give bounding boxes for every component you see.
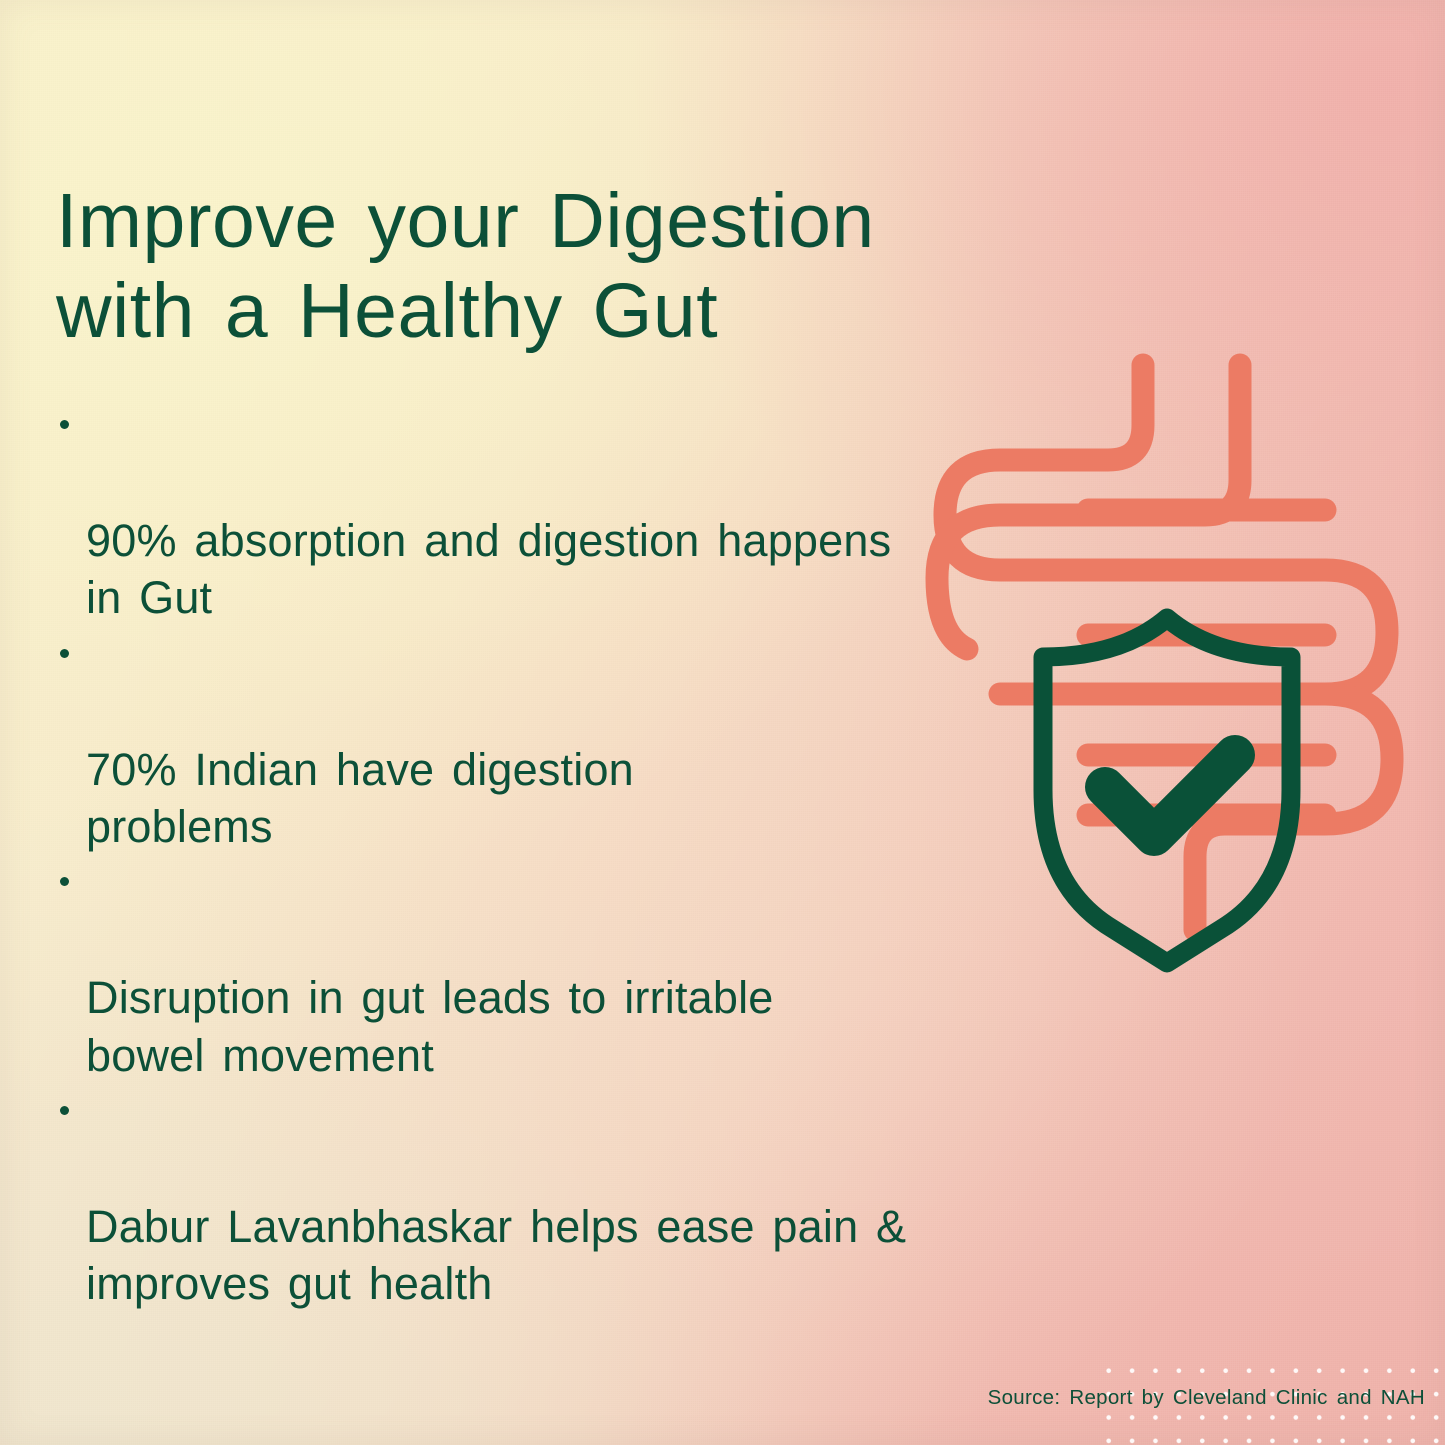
list-item-label: 70% Indian have digestion problems [86,743,634,852]
gut-health-illustration [895,335,1445,973]
page-title: Improve your Digestion with a Healthy Gu… [56,177,875,355]
bullet-dot-icon [60,877,69,887]
list-item-label: 90% absorption and digestion happens in … [86,515,892,624]
list-item: Dabur Lavanbhaskar helps ease pain & imp… [56,1084,986,1313]
bullet-dot-icon [60,420,69,429]
list-item-label: Dabur Lavanbhaskar helps ease pain & imp… [86,1200,907,1310]
bullet-dot-icon [60,1105,69,1115]
bullet-list: 90% absorption and digestion happens in … [56,398,986,1312]
decorative-dot-grid [1088,1352,1445,1445]
list-item-label: Disruption in gut leads to irritable bow… [86,972,774,1081]
list-item: 90% absorption and digestion happens in … [56,398,986,627]
intestine-illustration [925,353,1404,942]
bullet-dot-icon [60,648,69,658]
source-attribution: Source: Report by Cleveland Clinic and N… [987,1386,1425,1409]
list-item: 70% Indian have digestion problems [56,627,986,856]
shield-check-icon [1033,608,1301,973]
list-item: Disruption in gut leads to irritable bow… [56,855,986,1084]
